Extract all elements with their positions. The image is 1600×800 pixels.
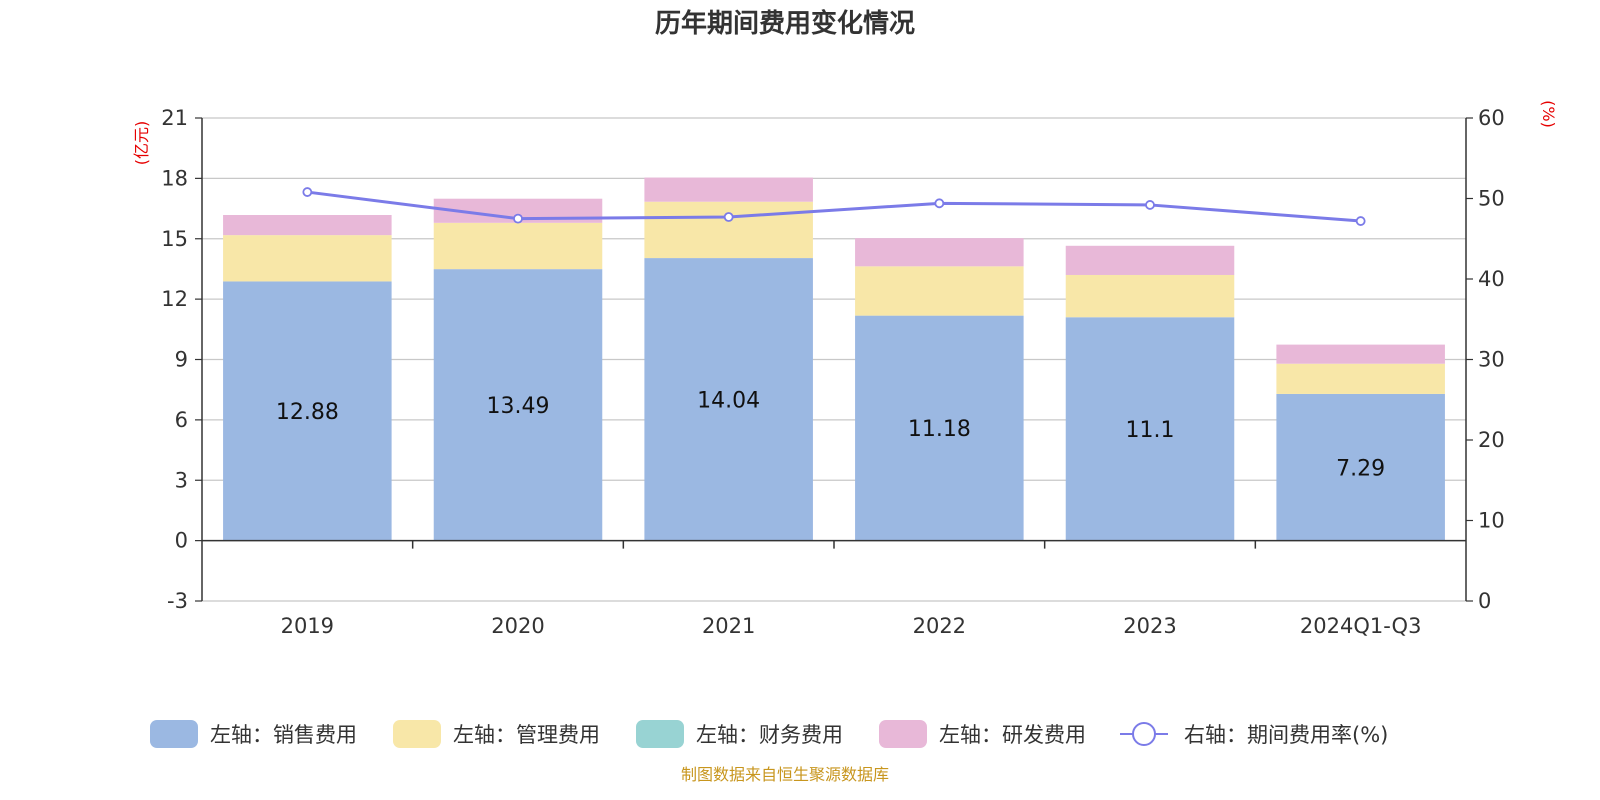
legend-label: 左轴：管理费用 (453, 723, 600, 747)
legend-item-rate: 右轴：期间费用率(%) (1120, 722, 1388, 747)
right-tick-label: 0 (1478, 589, 1491, 613)
legend-item-finance: 左轴：财务费用 (636, 720, 843, 748)
x-tick-label: 2024Q1-Q3 (1300, 614, 1422, 638)
legend-label: 左轴：财务费用 (696, 723, 843, 747)
bar-sales (855, 315, 1024, 541)
left-tick-label: 3 (175, 468, 188, 492)
legend-item-admin: 左轴：管理费用 (393, 720, 600, 748)
right-tick-label: 10 (1478, 509, 1505, 533)
legend-swatch-admin (393, 720, 441, 748)
right-tick-label: 20 (1478, 428, 1505, 452)
legend-swatch-sales (150, 720, 198, 748)
legend-swatch-rnd (879, 720, 927, 748)
bar-admin (1276, 363, 1445, 394)
legend-item-sales: 左轴：销售费用 (150, 720, 357, 748)
bar-admin (223, 235, 392, 282)
bar-value-label: 11.1 (1126, 418, 1175, 443)
stacked-bars (223, 177, 1445, 541)
bar-value-label: 13.49 (487, 394, 550, 419)
legend-item-rnd: 左轴：研发费用 (879, 720, 1086, 748)
left-axis-unit: (亿元) (132, 121, 151, 166)
bar-sales (644, 258, 813, 541)
bar-sales (223, 281, 392, 541)
rate-polyline (307, 190, 1361, 223)
bar-rnd (855, 238, 1024, 267)
x-tick-label: 2023 (1123, 614, 1176, 638)
legend-label: 右轴：期间费用率(%) (1184, 723, 1388, 747)
bar-admin (433, 222, 603, 270)
bar-sales (1276, 393, 1445, 541)
bar-value-label: 12.88 (276, 400, 339, 425)
bar-rnd (1065, 245, 1235, 275)
axes: -3 0 3 6 9 12 15 18 21 0 10 20 30 40 50 60 2019 2020 2021 2… (161, 106, 1504, 638)
x-tick-label: 2022 (913, 614, 966, 638)
left-tick-label: 12 (161, 287, 188, 311)
left-tick-label: 6 (175, 408, 188, 432)
bar-rnd (1276, 344, 1445, 364)
legend-marker-rate (1132, 722, 1156, 746)
legend: 左轴：销售费用 左轴：管理费用 左轴：财务费用 左轴：研发费用 右轴：期间费用率(%) (150, 720, 1388, 748)
bar-sales (1065, 317, 1235, 541)
left-tick-label: 9 (175, 348, 188, 372)
x-tick-label: 2020 (491, 614, 544, 638)
bar-value-label: 7.29 (1336, 456, 1385, 481)
x-tick-label: 2019 (281, 614, 334, 638)
right-tick-label: 40 (1478, 267, 1505, 291)
bar-sales (433, 269, 603, 541)
bar-value-label: 14.04 (697, 388, 760, 413)
left-tick-label: -3 (167, 589, 188, 613)
legend-label: 左轴：研发费用 (939, 723, 1086, 747)
chart-title: 历年期间费用变化情况 (655, 8, 915, 39)
left-tick-label: 21 (161, 106, 188, 130)
rate-line (302, 187, 1366, 226)
right-axis-unit: (%) (1539, 100, 1558, 128)
bar-admin (644, 201, 813, 259)
rate-point (513, 213, 523, 224)
legend-swatch-finance (636, 720, 684, 748)
rate-point (934, 198, 945, 209)
left-tick-label: 15 (161, 227, 188, 251)
left-tick-label: 0 (175, 529, 188, 553)
data-source: 制图数据来自恒生聚源数据库 (681, 765, 889, 784)
right-tick-label: 50 (1478, 187, 1505, 211)
rate-point (1355, 216, 1366, 226)
legend-label: 左轴：销售费用 (210, 723, 357, 747)
rate-point (302, 187, 313, 197)
right-tick-label: 60 (1478, 106, 1505, 130)
bar-rnd (223, 215, 392, 236)
bar-value-label: 11.18 (908, 417, 971, 442)
rate-point (723, 212, 734, 222)
bar-admin (855, 266, 1024, 316)
right-tick-label: 30 (1478, 348, 1505, 372)
bar-labels: 12.88 13.49 14.04 11.18 11.1 7.29 (276, 388, 1385, 481)
left-tick-label: 18 (161, 166, 188, 190)
rate-point (1145, 200, 1155, 210)
bar-admin (1065, 274, 1235, 318)
x-tick-label: 2021 (702, 614, 755, 638)
bar-rnd (644, 177, 813, 202)
